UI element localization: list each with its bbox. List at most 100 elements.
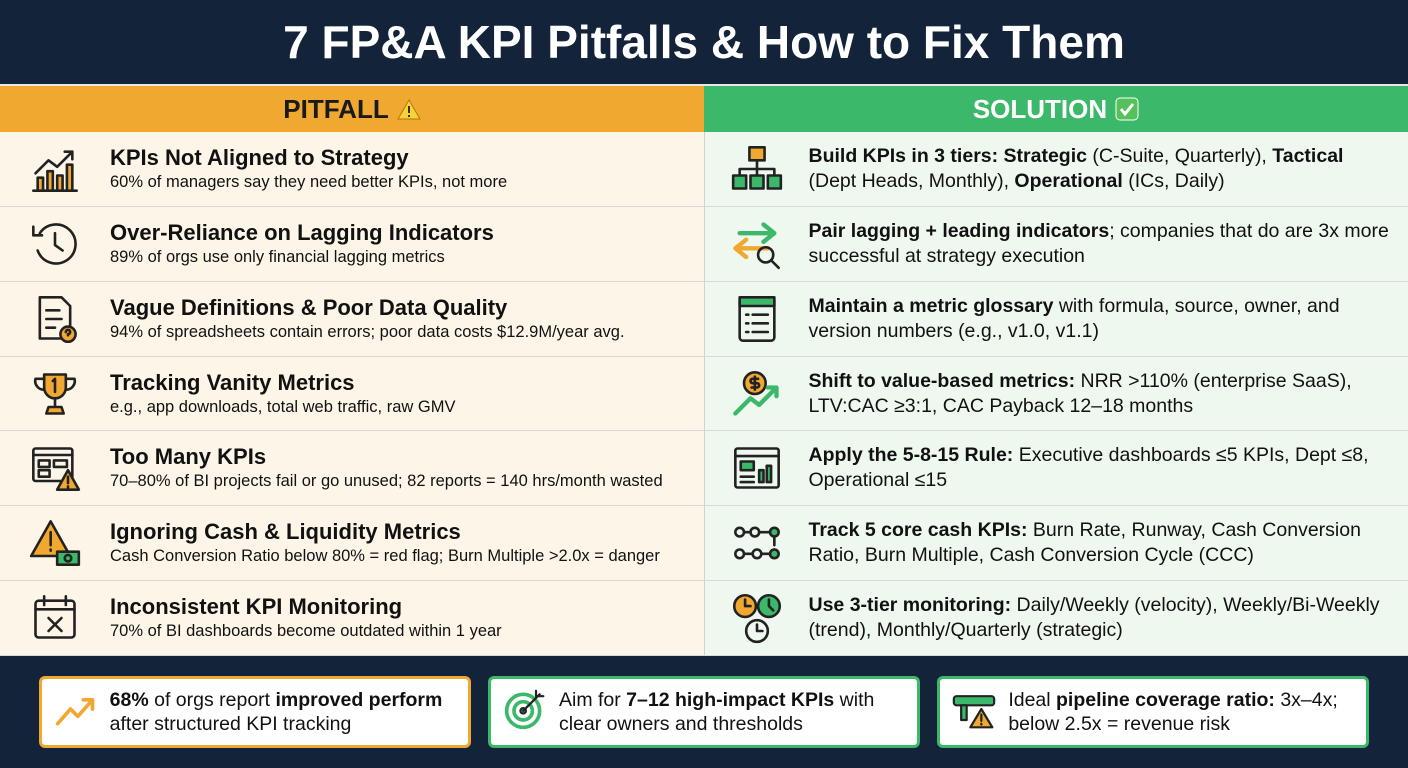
footer-card: Ideal pipeline coverage ratio: 3x–4x; be… — [937, 676, 1370, 748]
icon — [731, 145, 782, 190]
solution-text: Shift to value-based metrics: NRR >110% … — [809, 369, 1408, 419]
row: Too Many KPIs 70–80% of BI projects fail … — [0, 431, 1408, 507]
icon — [504, 689, 545, 730]
solution-cell: Shift to value-based metrics: NRR >110% … — [704, 356, 1408, 431]
text-segment: with clear owners and thresholds — [558, 689, 875, 735]
text-segment: Pair lagging + leading indicators — [808, 219, 1110, 242]
pitfall-detail: 70–80% of BI projects fail or go unused;… — [110, 472, 663, 491]
pitfall-cell: Over-Reliance on Lagging Indicators 89% o… — [0, 206, 705, 281]
text-segment: improved perform — [275, 689, 443, 711]
solution-icon — [705, 368, 809, 420]
footer-icon — [503, 687, 547, 737]
pitfall-detail: 60% of managers say they need better KPI… — [110, 172, 508, 191]
solution-text: Maintain a metric glossary with formula,… — [809, 294, 1408, 344]
row: Tracking Vanity Metrics e.g., app downloa… — [0, 356, 1408, 432]
solution-text: Pair lagging + leading indicators; compa… — [809, 219, 1408, 269]
row: Vague Definitions & Poor Data Quality 94%… — [0, 281, 1408, 357]
text-segment: pipeline coverage ratio: — [1056, 689, 1275, 711]
text-segment: 68% — [109, 689, 149, 711]
text-segment: (C-Suite, Quarterly), — [1086, 144, 1273, 167]
pitfall-text: KPIs Not Aligned to Strategy 60% of manag… — [110, 145, 507, 193]
pitfall-icon — [0, 592, 110, 644]
text-segment: 3x–4x; below 2.5x = revenue risk — [1008, 689, 1338, 735]
solution-cell: Use 3-tier monitoring: Daily/Weekly (vel… — [704, 581, 1408, 656]
footer-card: Aim for 7–12 high-impact KPIs with clear… — [487, 676, 920, 748]
solution-icon — [705, 143, 809, 195]
icon — [953, 695, 996, 729]
icon — [737, 295, 776, 342]
pitfall-title: Too Many KPIs — [110, 444, 267, 470]
text-segment: (Dept Heads, Monthly), — [808, 169, 1015, 192]
pitfall-text: Vague Definitions & Poor Data Quality 94%… — [110, 295, 625, 343]
pitfall-cell: Too Many KPIs 70–80% of BI projects fail … — [0, 431, 705, 506]
icon — [733, 447, 780, 490]
text-segment: Maintain a metric glossary — [808, 294, 1054, 317]
pitfall-text: Tracking Vanity Metrics e.g., app downloa… — [110, 370, 455, 418]
footer-icon — [952, 687, 996, 737]
text-segment: Track 5 core cash KPIs: — [808, 519, 1028, 542]
text-segment: Executive dashboards ≤5 KPIs, Dept ≤8, O… — [808, 444, 1369, 492]
icon — [55, 698, 94, 726]
icon — [733, 526, 780, 560]
pitfall-detail: e.g., app downloads, total web traffic, … — [110, 397, 456, 416]
text-segment: (ICs, Daily) — [1122, 169, 1225, 192]
icon — [732, 370, 779, 416]
row: Over-Reliance on Lagging Indicators 89% o… — [0, 206, 1408, 282]
footer: 68% of orgs report improved perform afte… — [0, 656, 1408, 768]
solution-icon — [705, 218, 809, 270]
text-segment: Ideal — [1008, 689, 1057, 711]
pitfall-icon — [0, 218, 110, 270]
solution-cell: Build KPIs in 3 tiers: Strategic (C-Suit… — [704, 132, 1408, 206]
solution-text: Build KPIs in 3 tiers: Strategic (C-Suit… — [809, 144, 1408, 194]
icon — [29, 520, 81, 567]
pitfall-icon — [0, 143, 110, 195]
solution-cell: Track 5 core cash KPIs: Burn Rate, Runwa… — [704, 506, 1408, 581]
solution-cell: Maintain a metric glossary with formula,… — [704, 281, 1408, 356]
pitfall-icon — [0, 517, 110, 569]
solution-icon — [705, 592, 809, 644]
text-segment: ; companies that do are 3x more successf… — [808, 219, 1389, 267]
text-segment: with formula, source, owner, and version… — [808, 294, 1340, 342]
pitfall-cell: Inconsistent KPI Monitoring 70% of BI das… — [0, 581, 705, 656]
icon — [33, 372, 77, 415]
pitfall-cell: Tracking Vanity Metrics e.g., app downloa… — [0, 356, 705, 431]
text-segment: Operational — [1014, 169, 1123, 192]
header-text: PITFALL — [283, 93, 389, 124]
text-segment: 7–12 high-impact KPIs — [626, 689, 835, 711]
title: 7 FP&A KPI Pitfalls & How to Fix Them — [0, 0, 1408, 86]
pitfall-title: Over-Reliance on Lagging Indicators — [110, 219, 494, 245]
solution-text: Track 5 core cash KPIs: Burn Rate, Runwa… — [809, 518, 1408, 568]
pitfall-detail: Cash Conversion Ratio below 80% = red fl… — [110, 547, 660, 566]
solution-text: Use 3-tier monitoring: Daily/Weekly (vel… — [809, 593, 1408, 643]
text-segment: NRR >110% (enterprise SaaS), LTV:CAC ≥3:… — [808, 369, 1352, 417]
footer-text: Aim for 7–12 high-impact KPIs with clear… — [559, 688, 905, 736]
text-segment: Use 3-tier monitoring: — [808, 594, 1012, 617]
footer-icon — [54, 687, 98, 737]
pitfall-text: Ignoring Cash & Liquidity Metrics Cash Co… — [110, 519, 660, 567]
column-headers: PITFALL SOLUTION — [0, 86, 1408, 132]
row: KPIs Not Aligned to Strategy 60% of manag… — [0, 132, 1408, 207]
pitfall-title: Vague Definitions & Poor Data Quality — [110, 294, 508, 320]
icon — [32, 447, 81, 492]
pitfall-icon — [0, 293, 110, 345]
row: Inconsistent KPI Monitoring 70% of BI das… — [0, 581, 1408, 657]
pitfall-detail: 94% of spreadsheets contain errors; poor… — [110, 322, 625, 341]
text-segment: of orgs report — [148, 689, 276, 711]
solution-text: Apply the 5-8-15 Rule: Executive dashboa… — [809, 443, 1408, 493]
pitfall-cell: Ignoring Cash & Liquidity Metrics Cash Co… — [0, 506, 705, 581]
icon — [732, 594, 781, 644]
solution-cell: Apply the 5-8-15 Rule: Executive dashboa… — [704, 431, 1408, 506]
text-segment: Daily/Weekly (velocity), Weekly/Bi-Weekl… — [808, 594, 1380, 642]
footer-text: 68% of orgs report improved perform afte… — [110, 688, 456, 736]
icon — [32, 223, 77, 265]
pitfall-icon — [0, 368, 110, 420]
text-segment: Aim for — [558, 689, 627, 711]
pitfall-cell: KPIs Not Aligned to Strategy 60% of manag… — [0, 132, 705, 206]
pitfall-text: Inconsistent KPI Monitoring 70% of BI das… — [110, 594, 502, 642]
pitfall-title: Ignoring Cash & Liquidity Metrics — [110, 519, 461, 545]
footer-text: Ideal pipeline coverage ratio: 3x–4x; be… — [1008, 688, 1354, 736]
pitfall-detail: 89% of orgs use only financial lagging m… — [110, 247, 445, 266]
pitfall-text: Over-Reliance on Lagging Indicators 89% o… — [110, 220, 494, 268]
text-segment: Build KPIs in 3 tiers: Strategic — [808, 144, 1087, 167]
